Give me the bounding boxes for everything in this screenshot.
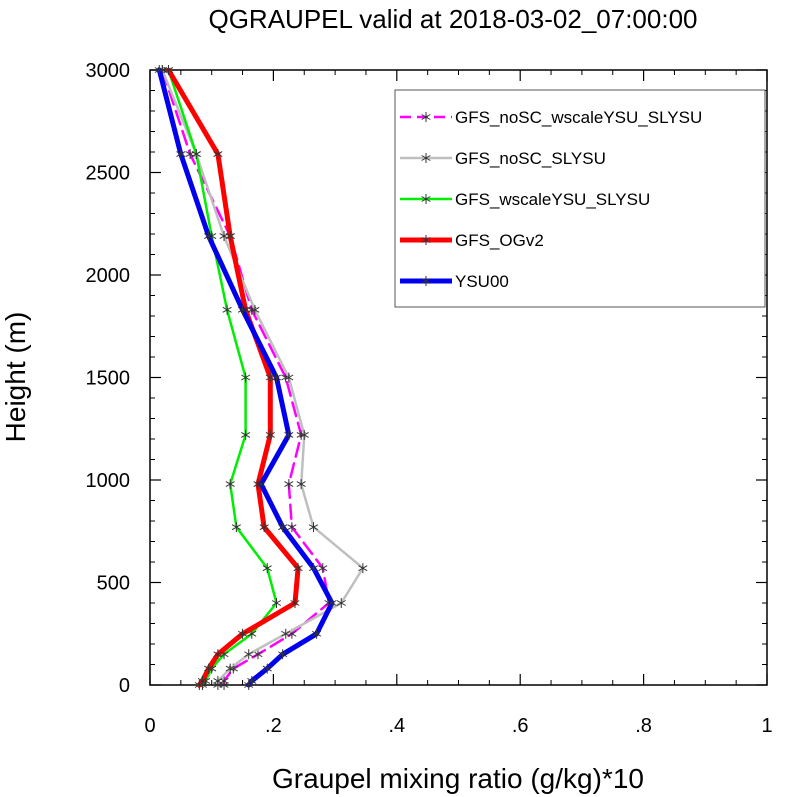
legend-marker — [421, 276, 431, 286]
x-tick-label: .2 — [265, 715, 282, 737]
data-point-YSU00 — [278, 649, 288, 660]
data-point-GFS_noSC_SLYSU — [358, 563, 368, 574]
legend-label: GFS_noSC_wscaleYSU_SLYSU — [455, 108, 702, 127]
data-point-YSU00 — [312, 628, 322, 639]
y-tick-label: 2000 — [86, 265, 131, 287]
data-point-GFS_noSC_wscaleYSU_SLYSU — [287, 522, 297, 533]
data-point-YSU00 — [262, 663, 272, 674]
data-point-GFS_OGv2 — [213, 649, 223, 660]
x-tick-label: 1 — [761, 715, 772, 737]
y-tick-label: 1500 — [86, 368, 131, 390]
data-point-GFS_OGv2 — [225, 231, 235, 242]
data-point-GFS_OGv2 — [163, 65, 174, 75]
data-point-YSU00 — [237, 304, 248, 315]
legend-label: YSU00 — [455, 272, 509, 291]
data-point-YSU00 — [256, 479, 266, 490]
data-point-GFS_wscaleYSU_SLYSU — [231, 522, 241, 533]
data-point-YSU00 — [308, 563, 319, 574]
legend-marker — [421, 112, 431, 122]
series-layer — [154, 65, 368, 690]
data-point-GFS_noSC_SLYSU — [299, 429, 309, 440]
data-point-GFS_noSC_SLYSU — [225, 663, 235, 674]
x-tick-label: .8 — [635, 715, 652, 737]
data-point-GFS_noSC_SLYSU — [284, 372, 294, 383]
data-point-GFS_noSC_SLYSU — [281, 628, 291, 639]
x-tick-label: 0 — [144, 715, 155, 737]
data-point-GFS_OGv2 — [290, 598, 300, 608]
data-point-GFS_wscaleYSU_SLYSU — [191, 149, 201, 160]
data-point-GFS_noSC_SLYSU — [296, 479, 306, 490]
data-point-GFS_OGv2 — [213, 149, 223, 160]
data-point-GFS_OGv2 — [259, 522, 269, 533]
data-point-GFS_OGv2 — [265, 429, 275, 440]
data-point-GFS_wscaleYSU_SLYSU — [262, 563, 272, 574]
legend-marker — [421, 235, 431, 245]
y-tick-label: 0 — [119, 675, 130, 697]
data-point-GFS_OGv2 — [197, 675, 208, 686]
data-point-GFS_noSC_SLYSU — [213, 675, 223, 686]
data-point-GFS_OGv2 — [204, 663, 214, 674]
legend-label: GFS_noSC_SLYSU — [455, 149, 606, 168]
data-point-GFS_noSC_SLYSU — [308, 522, 319, 533]
data-point-YSU00 — [176, 149, 186, 160]
data-point-YSU00 — [284, 429, 294, 440]
legend: GFS_noSC_wscaleYSU_SLYSU GFS_noSC_SLYSU GF… — [394, 89, 766, 308]
y-tick-label: 1000 — [86, 470, 131, 492]
data-point-YSU00 — [271, 372, 282, 383]
data-point-YSU00 — [154, 65, 164, 75]
data-point-YSU00 — [278, 522, 288, 533]
axis-ticks: 0 .2 .4 .6 .8 1 0 500 1000 1500 2000 2500 3000 — [86, 60, 773, 737]
x-tick-label: .4 — [388, 715, 405, 737]
data-point-GFS_noSC_wscaleYSU_SLYSU — [318, 563, 328, 574]
legend-marker — [421, 153, 431, 163]
legend-marker — [421, 194, 431, 204]
data-point-GFS_OGv2 — [293, 563, 303, 574]
data-point-GFS_noSC_SLYSU — [336, 598, 346, 608]
chart-title: QGRAUPEL valid at 2018-03-02_07:00:00 — [208, 4, 697, 34]
data-point-GFS_wscaleYSU_SLYSU — [222, 304, 232, 315]
data-point-GFS_wscaleYSU_SLYSU — [241, 429, 251, 440]
data-point-YSU00 — [327, 598, 337, 608]
legend-label: GFS_OGv2 — [455, 231, 544, 250]
y-tick-label: 2500 — [86, 163, 131, 185]
data-point-YSU00 — [247, 675, 257, 686]
legend-box — [394, 89, 766, 308]
data-point-GFS_wscaleYSU_SLYSU — [271, 598, 282, 608]
data-point-GFS_wscaleYSU_SLYSU — [241, 372, 251, 383]
data-point-GFS_noSC_SLYSU — [219, 231, 229, 242]
data-point-GFS_wscaleYSU_SLYSU — [225, 479, 235, 490]
y-tick-label: 3000 — [86, 60, 131, 82]
data-point-GFS_noSC_SLYSU — [244, 649, 254, 660]
data-point-GFS_OGv2 — [237, 628, 248, 639]
x-axis-title: Graupel mixing ratio (g/kg)*10 — [272, 763, 644, 794]
series-line-GFS_noSC_SLYSU — [161, 68, 365, 687]
y-axis-title: Height (m) — [0, 312, 31, 443]
data-point-YSU00 — [204, 231, 214, 242]
data-point-GFS_noSC_SLYSU — [250, 304, 260, 315]
data-point-GFS_noSC_wscaleYSU_SLYSU — [253, 649, 263, 660]
x-tick-label: .6 — [512, 715, 529, 737]
legend-label: GFS_wscaleYSU_SLYSU — [455, 190, 650, 209]
y-tick-label: 500 — [97, 573, 130, 595]
data-point-GFS_noSC_wscaleYSU_SLYSU — [284, 479, 294, 490]
